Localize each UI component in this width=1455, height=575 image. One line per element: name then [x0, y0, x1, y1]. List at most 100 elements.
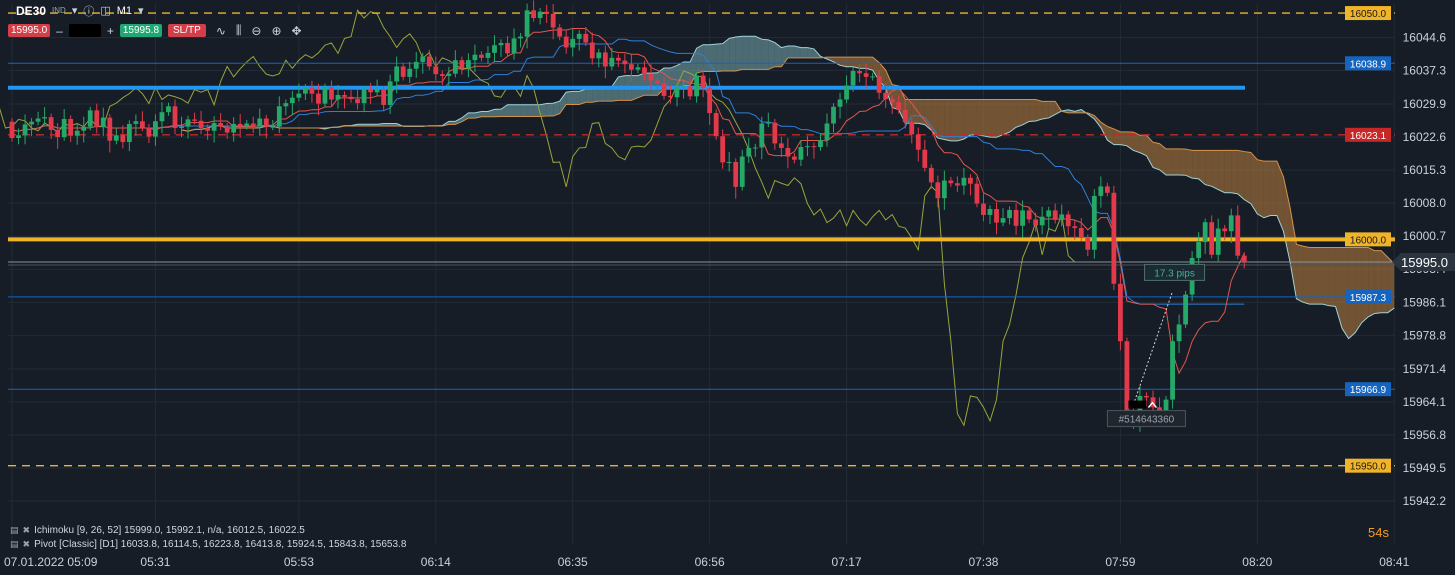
info-icon[interactable]: ⓘ	[83, 5, 95, 18]
candle[interactable]	[407, 68, 413, 77]
candle[interactable]	[74, 130, 80, 136]
indicator-legend-pivot[interactable]: ▤ ✖ Pivot [Classic] [D1] 16033.8, 16114.…	[10, 539, 406, 550]
candle[interactable]	[700, 75, 706, 89]
candle[interactable]	[792, 156, 797, 160]
candle[interactable]	[1228, 215, 1234, 232]
candle[interactable]	[1202, 222, 1208, 243]
candle[interactable]	[518, 36, 523, 39]
candle[interactable]	[909, 122, 915, 135]
candle[interactable]	[668, 95, 673, 98]
candle[interactable]	[166, 106, 171, 113]
candle[interactable]	[778, 143, 784, 148]
candle[interactable]	[263, 118, 269, 127]
indicator-legend-ichimoku[interactable]: ▤ ✖ Ichimoku [9, 26, 52] 15999.0, 15992.…	[10, 525, 305, 536]
candle[interactable]	[550, 13, 556, 28]
candle[interactable]	[1020, 210, 1025, 226]
candle[interactable]	[694, 75, 699, 97]
candle[interactable]	[218, 123, 224, 127]
candle[interactable]	[35, 118, 41, 122]
candle[interactable]	[381, 89, 387, 105]
candle[interactable]	[250, 123, 256, 127]
candle[interactable]	[342, 94, 347, 97]
candle[interactable]	[42, 117, 47, 119]
candle[interactable]	[609, 57, 615, 67]
candle[interactable]	[55, 129, 61, 138]
candle[interactable]	[902, 109, 908, 123]
candle[interactable]	[1215, 228, 1221, 255]
candle[interactable]	[1052, 210, 1058, 220]
candle[interactable]	[394, 66, 400, 82]
candle[interactable]	[1085, 238, 1091, 250]
candle[interactable]	[974, 183, 980, 204]
candle[interactable]	[439, 74, 445, 76]
candle[interactable]	[915, 134, 921, 150]
candle[interactable]	[570, 38, 576, 48]
candle[interactable]	[146, 127, 152, 137]
candle[interactable]	[818, 140, 823, 148]
candle[interactable]	[459, 60, 465, 69]
candle[interactable]	[557, 27, 563, 37]
candle[interactable]	[844, 85, 849, 100]
candle[interactable]	[387, 81, 393, 105]
zoom-in-icon[interactable]: ⊕	[271, 23, 282, 38]
candle[interactable]	[968, 177, 973, 184]
level-label[interactable]: 16038.9	[1345, 56, 1391, 71]
candle[interactable]	[981, 203, 986, 215]
candle[interactable]	[544, 11, 550, 14]
candle[interactable]	[113, 135, 119, 141]
candle[interactable]	[922, 149, 928, 168]
timeframe-chevron-icon[interactable]: ▾	[138, 5, 144, 17]
candle[interactable]	[935, 182, 941, 199]
candle[interactable]	[674, 86, 680, 98]
candle[interactable]	[172, 106, 178, 129]
symbol-name[interactable]: DE30	[16, 3, 47, 18]
candle[interactable]	[16, 135, 21, 138]
candle[interactable]	[1091, 195, 1097, 250]
candle[interactable]	[941, 180, 947, 199]
layers-icon[interactable]: ◫	[100, 5, 111, 17]
zoom-out-icon[interactable]: ⊖	[251, 23, 262, 38]
candle[interactable]	[466, 60, 471, 69]
candle[interactable]	[159, 112, 165, 122]
legend-close-icon[interactable]: ✖	[22, 539, 31, 549]
volume-input[interactable]	[68, 24, 101, 37]
candle[interactable]	[283, 103, 289, 107]
candle[interactable]	[752, 147, 758, 149]
candle[interactable]	[870, 76, 876, 78]
candle[interactable]	[1104, 186, 1110, 193]
level-label[interactable]: 15987.3	[1345, 289, 1391, 304]
level-label[interactable]: 15950.0	[1345, 458, 1391, 473]
candle[interactable]	[524, 10, 530, 37]
candle[interactable]	[746, 147, 752, 157]
candle[interactable]	[713, 113, 719, 137]
candle[interactable]	[798, 147, 804, 160]
candle[interactable]	[100, 117, 106, 128]
crosshair-icon[interactable]: ✥	[291, 23, 302, 38]
candle[interactable]	[1111, 192, 1117, 284]
candle[interactable]	[629, 64, 634, 70]
candle[interactable]	[1176, 324, 1182, 342]
candle[interactable]	[492, 45, 497, 53]
level-label[interactable]: 16023.1	[1345, 127, 1391, 142]
candle[interactable]	[622, 60, 628, 65]
candle[interactable]	[648, 74, 654, 81]
candle[interactable]	[446, 73, 452, 76]
candle[interactable]	[348, 96, 354, 100]
candle[interactable]	[602, 52, 608, 67]
candle[interactable]	[426, 56, 432, 67]
candle[interactable]	[479, 54, 484, 58]
candle[interactable]	[1059, 214, 1065, 220]
candle[interactable]	[322, 87, 328, 104]
candle[interactable]	[1007, 209, 1012, 219]
candle[interactable]	[61, 118, 67, 138]
candle[interactable]	[29, 121, 34, 125]
candle[interactable]	[361, 89, 367, 104]
candle[interactable]	[726, 161, 732, 163]
candle[interactable]	[928, 167, 934, 183]
candle[interactable]	[48, 117, 54, 130]
candle[interactable]	[765, 122, 771, 124]
candle[interactable]	[224, 126, 230, 133]
candle[interactable]	[1072, 226, 1078, 229]
candle[interactable]	[433, 66, 439, 75]
candle[interactable]	[505, 42, 510, 54]
